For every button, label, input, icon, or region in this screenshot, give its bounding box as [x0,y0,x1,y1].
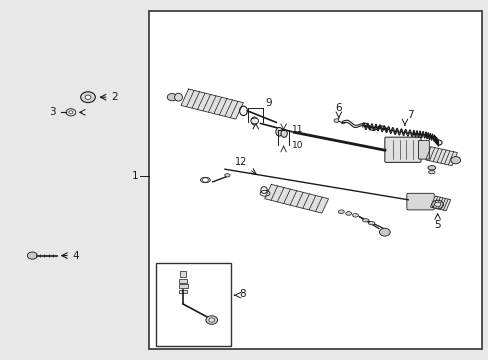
Text: 12: 12 [234,157,246,167]
Circle shape [205,316,217,324]
Bar [179,290,187,293]
Bar [179,279,187,283]
Ellipse shape [345,212,351,215]
Circle shape [431,200,443,209]
Circle shape [333,119,338,122]
Ellipse shape [427,166,435,170]
Circle shape [27,252,37,259]
Circle shape [450,157,460,164]
Ellipse shape [275,127,282,136]
Text: 2: 2 [111,92,118,102]
FancyBboxPatch shape [418,140,428,159]
Polygon shape [425,147,456,166]
Bar [179,284,187,288]
Polygon shape [429,196,450,211]
Ellipse shape [174,93,182,101]
FancyBboxPatch shape [384,137,420,162]
Ellipse shape [224,174,230,177]
Text: 8: 8 [239,289,245,300]
FancyBboxPatch shape [406,193,433,210]
Text: 9: 9 [265,98,272,108]
Bar [149,11,481,349]
Text: 11: 11 [291,125,303,134]
Text: 6: 6 [335,103,342,113]
Circle shape [66,109,76,116]
Ellipse shape [280,130,286,138]
Bar [155,263,231,346]
Bar [180,271,186,277]
Text: 1: 1 [131,171,138,181]
Polygon shape [181,89,243,119]
Circle shape [202,178,208,182]
Polygon shape [264,184,328,213]
Text: 3: 3 [49,107,56,117]
Circle shape [208,318,214,322]
Circle shape [69,111,73,114]
Circle shape [81,92,95,103]
Ellipse shape [368,222,374,225]
Ellipse shape [362,219,368,222]
Circle shape [85,95,91,99]
Text: 5: 5 [433,220,440,230]
Ellipse shape [251,117,257,125]
Ellipse shape [428,170,434,174]
Ellipse shape [338,210,344,213]
Text: 7: 7 [406,110,413,120]
Text: 10: 10 [291,141,303,150]
Circle shape [250,118,258,124]
Circle shape [379,228,389,236]
Text: 4: 4 [72,251,79,261]
Ellipse shape [200,177,210,183]
Circle shape [434,202,440,207]
Circle shape [167,94,177,101]
Ellipse shape [352,213,358,217]
